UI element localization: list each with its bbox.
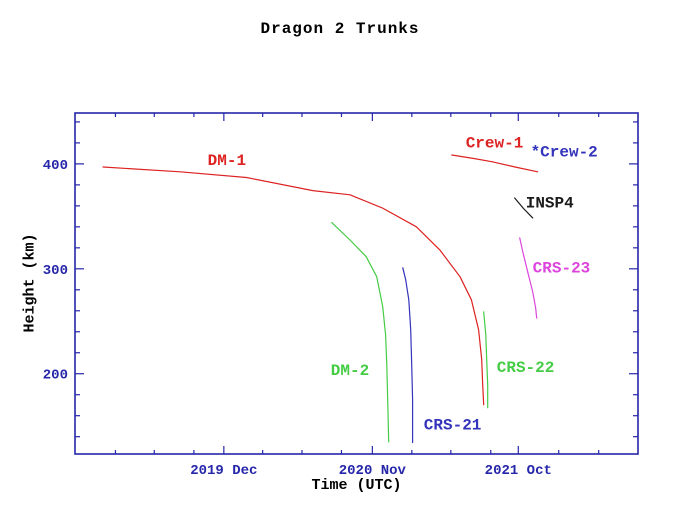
series-label-crs-21: CRS-21	[424, 416, 482, 434]
series-label-crew-2: *Crew-2	[531, 143, 598, 161]
chart-title: Dragon 2 Trunks	[260, 20, 420, 38]
plot-frame	[74, 112, 639, 455]
series-label-crs-23: CRS-23	[533, 259, 591, 277]
series-line-crs-21	[402, 267, 414, 444]
x-tick-label: 2021 Oct	[485, 463, 552, 479]
series-label-crew-1: Crew-1	[466, 135, 524, 153]
x-tick-label: 2020 Nov	[339, 463, 407, 479]
y-tick-label: 200	[43, 368, 68, 384]
series-line-crs-22	[483, 311, 489, 409]
series-label-dm-1: DM-1	[208, 152, 246, 170]
series-line-dm-2	[331, 222, 390, 443]
x-axis-label: Time (UTC)	[311, 477, 402, 494]
series-label-dm-2: DM-2	[331, 362, 369, 380]
series-line-dm-1	[102, 166, 485, 406]
y-tick-label: 400	[43, 158, 68, 174]
series-label-crs-22: CRS-22	[497, 359, 555, 377]
series-label-insp4: INSP4	[526, 194, 574, 212]
series-line-crew-1	[451, 154, 539, 173]
y-tick-label: 300	[43, 263, 68, 279]
series-line-insp4	[514, 197, 534, 219]
series-line-crs-23	[519, 237, 538, 319]
x-tick-label: 2019 Dec	[190, 463, 257, 479]
